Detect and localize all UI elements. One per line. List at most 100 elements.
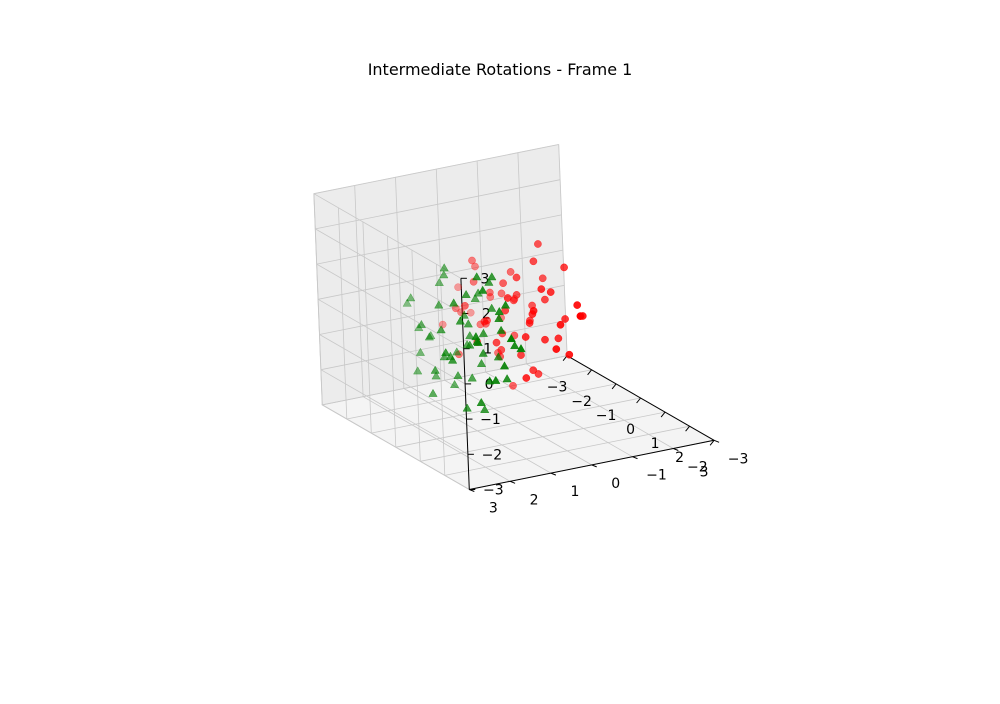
y-tick bbox=[550, 472, 557, 476]
y-tick-label: −1 bbox=[646, 468, 667, 484]
green-triangle-point bbox=[478, 348, 488, 357]
red-circle-point bbox=[480, 317, 489, 326]
green-triangle-point bbox=[502, 374, 512, 383]
red-circle-point bbox=[538, 274, 547, 283]
green-triangle-point bbox=[487, 303, 497, 312]
green-triangle-point bbox=[476, 358, 487, 367]
red-circle-point bbox=[546, 288, 555, 296]
red-circle-point bbox=[517, 351, 525, 359]
green-triangle-point bbox=[461, 289, 471, 298]
red-circle-point bbox=[529, 306, 538, 315]
green-triangle-point bbox=[493, 352, 504, 361]
red-circle-point bbox=[506, 268, 515, 276]
gridline-floor-y bbox=[322, 404, 470, 490]
green-triangle-point bbox=[453, 370, 463, 380]
x-tick-label: −3 bbox=[547, 380, 568, 396]
x-tick-label: 0 bbox=[626, 422, 635, 438]
green-triangle-point bbox=[478, 328, 489, 337]
green-triangle-point bbox=[476, 397, 486, 406]
red-circle-point bbox=[534, 240, 542, 248]
y-tick bbox=[713, 439, 720, 443]
y-tick-label: −2 bbox=[687, 460, 708, 476]
y-tick-label: 2 bbox=[530, 492, 539, 508]
green-triangle-point bbox=[510, 340, 520, 350]
x-tick-label: 2 bbox=[675, 450, 684, 466]
green-triangle-point bbox=[434, 277, 444, 286]
green-triangle-point bbox=[406, 293, 416, 302]
x-tick-label: −2 bbox=[571, 394, 592, 410]
green-triangle-point bbox=[465, 340, 475, 349]
gridline-left-y bbox=[313, 193, 323, 405]
red-circle-point bbox=[537, 285, 546, 293]
green-triangle-point bbox=[480, 404, 490, 413]
green-triangle-point bbox=[487, 272, 497, 281]
x-tick-label: 1 bbox=[651, 436, 660, 452]
x-tick bbox=[587, 369, 592, 376]
z-tick-label: 3 bbox=[480, 271, 489, 287]
green-triangle-point bbox=[436, 325, 446, 334]
gridline-back-z bbox=[315, 228, 463, 314]
red-circle-point bbox=[576, 312, 585, 320]
green-triangle-point bbox=[500, 300, 511, 309]
x-tick bbox=[611, 383, 617, 390]
y-tick-label: −3 bbox=[728, 451, 749, 467]
red-circle-point bbox=[541, 335, 549, 344]
green-triangle-point bbox=[415, 347, 426, 356]
green-triangle-point bbox=[467, 373, 477, 382]
red-circle-point bbox=[556, 320, 565, 329]
y-tick-label: 3 bbox=[489, 501, 498, 517]
chart-title: Intermediate Rotations - Frame 1 bbox=[367, 60, 633, 79]
red-circle-point bbox=[497, 289, 506, 298]
red-circle-point bbox=[492, 338, 501, 347]
red-circle-point bbox=[552, 345, 561, 353]
z-tick-label: 2 bbox=[482, 307, 491, 323]
green-triangle-point bbox=[428, 388, 438, 397]
green-triangle-point bbox=[447, 355, 458, 364]
green-triangle-point bbox=[459, 310, 469, 319]
gridline-back-z bbox=[313, 193, 462, 279]
green-triangle-point bbox=[431, 371, 441, 380]
green-triangle-point bbox=[478, 285, 488, 294]
red-circle-point bbox=[529, 257, 538, 266]
green-triangle-point bbox=[496, 325, 506, 334]
y-tick-label: 1 bbox=[570, 484, 579, 500]
green-triangle-point bbox=[455, 316, 465, 325]
red-circle-point bbox=[525, 319, 534, 327]
gridline-left-z bbox=[315, 179, 561, 230]
z-tick-label: 0 bbox=[485, 377, 494, 393]
red-circle-point bbox=[554, 334, 563, 343]
red-circle-point bbox=[534, 370, 543, 378]
green-triangle-point bbox=[463, 319, 473, 328]
green-triangle-point bbox=[485, 376, 495, 385]
green-triangle-point bbox=[439, 263, 449, 272]
green-triangle-point bbox=[462, 403, 472, 412]
red-circle-point bbox=[503, 294, 512, 302]
red-circle-point bbox=[529, 366, 538, 375]
z-tick-label: −1 bbox=[480, 412, 501, 428]
green-triangle-point bbox=[471, 331, 481, 341]
y-tick bbox=[632, 456, 638, 460]
x-tick bbox=[660, 411, 666, 418]
green-triangle-point bbox=[452, 347, 462, 356]
red-circle-point bbox=[497, 346, 506, 354]
green-triangle-point bbox=[499, 361, 510, 370]
y-tick bbox=[673, 448, 679, 451]
green-triangle-point bbox=[516, 343, 526, 353]
red-circle-point bbox=[454, 283, 462, 292]
green-triangle-point bbox=[494, 306, 504, 316]
green-triangle-point bbox=[470, 293, 480, 302]
z-tick-label: 1 bbox=[483, 342, 492, 358]
red-circle-point bbox=[561, 315, 569, 323]
green-triangle-point bbox=[434, 300, 444, 309]
green-triangle-point bbox=[449, 379, 460, 388]
x-tick bbox=[685, 425, 690, 432]
x-tick-label: 3 bbox=[700, 464, 709, 480]
green-triangle-point bbox=[439, 352, 449, 361]
x-tick bbox=[636, 397, 641, 404]
green-triangle-point bbox=[439, 270, 449, 279]
x-tick bbox=[709, 439, 715, 446]
green-triangle-point bbox=[430, 365, 440, 374]
red-circle-point bbox=[471, 262, 479, 271]
red-circle-point bbox=[468, 256, 476, 265]
